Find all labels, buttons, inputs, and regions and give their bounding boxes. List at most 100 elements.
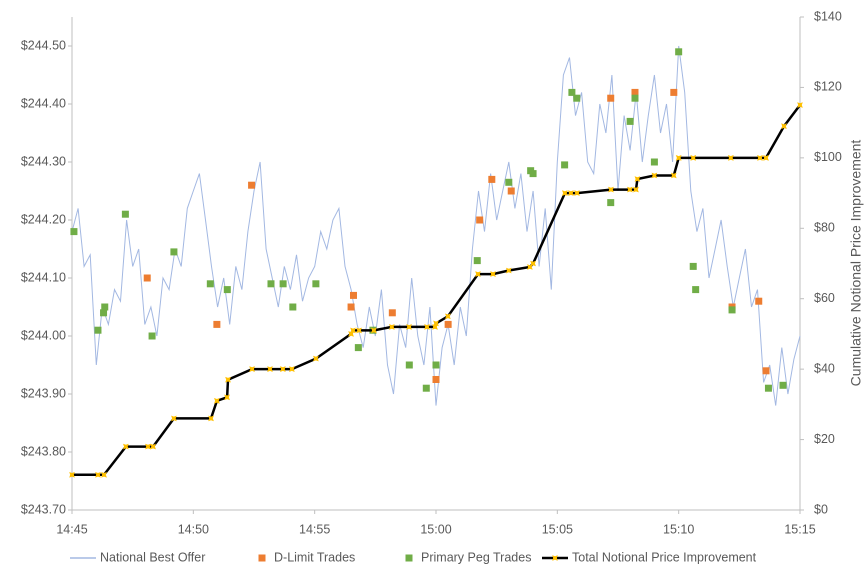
legend-label: D-Limit Trades	[274, 550, 355, 564]
line-marker	[123, 443, 129, 450]
trade-marker	[94, 326, 102, 334]
line-marker	[389, 324, 395, 330]
trade-marker	[473, 257, 481, 265]
line-marker	[562, 190, 568, 196]
line-marker	[350, 327, 356, 334]
line-marker	[608, 186, 614, 193]
trade-marker	[248, 181, 256, 189]
trade-marker	[692, 286, 700, 294]
y2-tick-label: $40	[814, 361, 835, 375]
line-marker	[475, 271, 481, 277]
legend-swatch	[405, 554, 413, 562]
line-marker	[214, 398, 220, 404]
line-marker	[371, 327, 377, 334]
line-marker	[101, 472, 107, 478]
x-tick-label: 14:55	[299, 522, 330, 536]
line-marker	[530, 260, 536, 267]
line-marker	[348, 331, 354, 337]
line-marker	[356, 327, 362, 334]
x-tick-label: 14:50	[178, 522, 209, 536]
trade-marker	[607, 199, 615, 207]
trade-marker	[148, 332, 156, 340]
trade-marker	[689, 262, 697, 270]
y2-tick-label: $120	[814, 80, 842, 94]
y2-axis-title: Cumulative Notional Price Improvement	[848, 140, 864, 387]
series-line	[71, 45, 801, 406]
trade-marker	[121, 210, 129, 218]
trade-marker	[670, 88, 678, 96]
trade-marker	[279, 280, 287, 288]
trade-marker	[143, 274, 151, 282]
line-marker	[728, 155, 734, 161]
trade-marker	[347, 303, 355, 311]
line-marker	[208, 415, 214, 422]
line-marker	[313, 355, 319, 362]
line-marker	[280, 366, 286, 372]
y-tick-label: $244.40	[21, 96, 66, 110]
y-tick-label: $244.50	[21, 38, 66, 52]
line-marker	[95, 472, 101, 478]
trade-marker	[312, 280, 320, 288]
trade-marker	[568, 88, 576, 96]
y-tick-label: $243.90	[21, 386, 66, 400]
trade-marker	[349, 291, 357, 299]
trade-marker	[267, 280, 275, 288]
x-tick-label: 15:05	[542, 522, 573, 536]
y-tick-label: $244.20	[21, 212, 66, 226]
trade-marker	[170, 248, 178, 256]
trade-marker	[432, 361, 440, 369]
line-marker	[249, 366, 255, 372]
line-marker	[69, 472, 75, 478]
line-marker	[690, 155, 697, 161]
y2-tick-label: $140	[814, 9, 842, 23]
line-marker	[224, 394, 230, 401]
line-marker	[634, 176, 641, 182]
trade-marker	[762, 367, 770, 375]
line-marker	[433, 320, 439, 327]
trade-marker	[764, 384, 772, 392]
y2-tick-label: $20	[814, 432, 835, 446]
trade-marker	[755, 297, 763, 305]
trade-marker	[101, 303, 109, 311]
trade-marker	[728, 306, 736, 314]
trade-marker	[675, 48, 683, 56]
trade-marker	[631, 88, 639, 96]
y-tick-label: $244.30	[21, 154, 66, 168]
line-marker	[171, 415, 177, 422]
line-marker	[651, 172, 658, 179]
trade-marker	[561, 161, 569, 169]
y2-tick-label: $0	[814, 502, 828, 516]
x-tick-label: 15:00	[420, 522, 451, 536]
y-tick-label: $243.70	[21, 502, 66, 516]
trade-marker	[505, 178, 513, 186]
line-marker	[568, 190, 574, 196]
line-marker	[627, 186, 633, 193]
x-tick-label: 14:45	[56, 522, 87, 536]
line-marker	[225, 376, 231, 383]
line-marker	[145, 443, 151, 450]
legend-label: Primary Peg Trades	[421, 550, 531, 564]
trade-marker	[405, 361, 413, 369]
line-marker	[150, 443, 156, 450]
trade-marker	[573, 94, 581, 102]
trade-marker	[488, 175, 496, 183]
trade-marker	[422, 384, 430, 392]
y2-tick-label: $60	[814, 291, 835, 305]
legend-label: National Best Offer	[100, 550, 205, 564]
trade-marker	[631, 94, 639, 102]
line-marker	[506, 267, 512, 274]
line-marker	[675, 155, 682, 161]
trade-marker	[476, 216, 484, 224]
trade-marker	[444, 320, 452, 328]
y2-tick-label: $80	[814, 221, 835, 235]
line-marker	[445, 313, 451, 320]
line-marker	[633, 186, 639, 193]
line-marker	[267, 366, 273, 372]
trade-marker	[223, 286, 231, 294]
legend-swatch-marker	[552, 555, 558, 561]
trade-marker	[354, 344, 362, 352]
trade-marker	[432, 376, 440, 383]
trade-marker	[779, 381, 787, 389]
trade-marker	[650, 158, 658, 166]
